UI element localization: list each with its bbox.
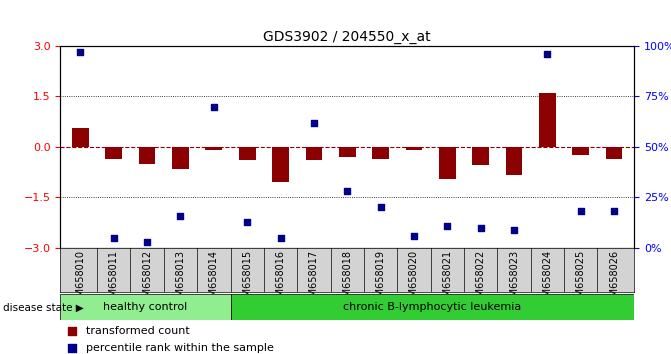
Point: [509, 227, 519, 233]
Text: GSM658026: GSM658026: [609, 250, 619, 309]
Point: [448, 127, 459, 132]
Bar: [539, 93, 556, 147]
Text: transformed count: transformed count: [87, 326, 190, 336]
Bar: [305, 147, 322, 160]
Text: GSM658016: GSM658016: [276, 250, 286, 309]
Bar: [205, 147, 222, 150]
Point: [75, 49, 86, 55]
Bar: [339, 147, 356, 157]
Point: [475, 225, 486, 230]
Text: GSM658021: GSM658021: [442, 250, 452, 309]
Text: GSM658023: GSM658023: [509, 250, 519, 309]
Text: GSM658010: GSM658010: [75, 250, 85, 309]
Text: GSM658019: GSM658019: [376, 250, 386, 309]
Bar: [139, 147, 156, 164]
Point: [442, 223, 453, 228]
Bar: [439, 147, 456, 179]
Bar: [172, 147, 189, 169]
Point: [375, 205, 386, 210]
Text: percentile rank within the sample: percentile rank within the sample: [87, 343, 274, 353]
Text: GSM658011: GSM658011: [109, 250, 119, 309]
Title: GDS3902 / 204550_x_at: GDS3902 / 204550_x_at: [264, 30, 431, 44]
Point: [275, 235, 286, 241]
Bar: [231, 294, 634, 320]
Point: [448, 277, 459, 283]
Point: [609, 209, 619, 214]
Bar: [60, 294, 231, 320]
Point: [342, 188, 353, 194]
Text: GSM658013: GSM658013: [176, 250, 185, 309]
Text: GSM658022: GSM658022: [476, 250, 486, 309]
Point: [142, 239, 152, 245]
Point: [542, 51, 553, 57]
Text: GSM658015: GSM658015: [242, 250, 252, 309]
Bar: [606, 147, 623, 159]
Point: [409, 233, 419, 239]
Text: GSM658014: GSM658014: [209, 250, 219, 309]
Point: [575, 209, 586, 214]
Bar: [572, 147, 589, 155]
Point: [109, 235, 119, 241]
Text: GSM658018: GSM658018: [342, 250, 352, 309]
Bar: [239, 147, 256, 160]
Text: GSM658012: GSM658012: [142, 250, 152, 309]
Bar: [105, 147, 122, 159]
Point: [175, 213, 186, 218]
Bar: [272, 147, 289, 182]
Text: healthy control: healthy control: [103, 302, 188, 312]
Bar: [72, 129, 89, 147]
Point: [209, 104, 219, 109]
Text: GSM658025: GSM658025: [576, 250, 586, 309]
Text: disease state ▶: disease state ▶: [3, 302, 84, 312]
Bar: [472, 147, 489, 165]
Text: GSM658020: GSM658020: [409, 250, 419, 309]
Text: GSM658017: GSM658017: [309, 250, 319, 309]
Point: [242, 219, 252, 224]
Bar: [506, 147, 522, 176]
Text: GSM658024: GSM658024: [542, 250, 552, 309]
Text: chronic B-lymphocytic leukemia: chronic B-lymphocytic leukemia: [343, 302, 521, 312]
Point: [309, 120, 319, 126]
Bar: [405, 147, 422, 150]
Bar: [372, 147, 389, 159]
